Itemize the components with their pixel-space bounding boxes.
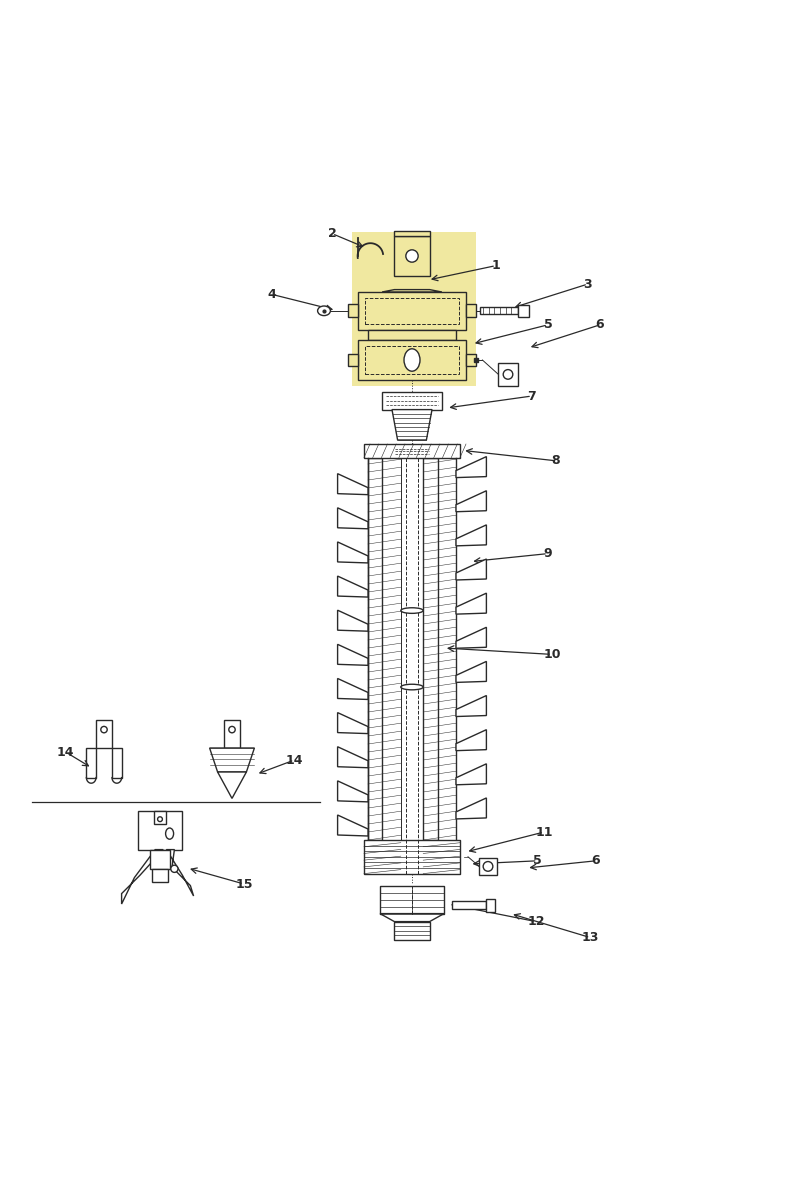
Bar [365,298,459,324]
Ellipse shape [404,349,420,371]
Bar [224,720,240,748]
Text: 14: 14 [286,754,303,767]
Polygon shape [456,730,486,751]
Polygon shape [392,409,432,440]
Text: 7: 7 [528,390,536,402]
Ellipse shape [483,862,493,871]
Polygon shape [338,508,368,529]
Bar [152,869,168,882]
Bar [380,887,444,913]
Polygon shape [338,576,368,598]
Polygon shape [218,772,246,798]
Bar [382,392,442,409]
Polygon shape [338,610,368,631]
Polygon shape [338,474,368,494]
Polygon shape [456,524,486,546]
Polygon shape [456,661,486,683]
Text: 12: 12 [527,916,545,928]
Polygon shape [86,748,96,778]
Text: 1: 1 [492,259,500,272]
Bar [498,362,518,386]
Bar [138,811,182,850]
Ellipse shape [101,726,107,733]
Polygon shape [338,678,368,700]
Text: 11: 11 [535,826,553,839]
Text: 15: 15 [235,877,253,890]
Bar [154,811,166,824]
Bar [466,305,476,317]
Polygon shape [456,456,486,478]
Ellipse shape [406,250,418,262]
Bar [368,330,456,340]
Bar [486,899,495,912]
Polygon shape [166,850,194,896]
Text: 14: 14 [57,745,74,758]
Ellipse shape [166,828,174,839]
Bar [96,720,112,748]
Ellipse shape [401,684,423,690]
Polygon shape [210,748,254,772]
Text: 6: 6 [596,318,604,331]
Text: 9: 9 [544,547,552,560]
Text: 13: 13 [582,931,599,944]
Polygon shape [456,593,486,614]
Bar [480,307,518,314]
Bar [423,457,438,840]
Bar [394,922,430,940]
Polygon shape [338,746,368,768]
Text: 10: 10 [543,648,561,661]
Bar [358,292,466,330]
Polygon shape [456,763,486,785]
Polygon shape [338,781,368,802]
Text: 4: 4 [268,288,276,301]
Bar [518,305,529,317]
Bar [452,901,486,910]
Bar [479,858,497,875]
Polygon shape [338,713,368,733]
Polygon shape [456,559,486,580]
Polygon shape [382,289,442,292]
Text: 5: 5 [534,854,542,868]
Text: 5: 5 [544,318,552,331]
Bar [150,850,170,869]
Bar [352,232,476,385]
Bar [348,354,358,366]
Bar [364,444,460,457]
Text: 6: 6 [592,854,600,868]
Polygon shape [122,850,163,904]
Bar [364,840,460,874]
Bar [394,236,430,276]
Polygon shape [456,628,486,648]
Bar [348,305,358,317]
Bar [365,346,459,374]
Bar [466,354,476,366]
Polygon shape [456,798,486,818]
Polygon shape [338,644,368,665]
Polygon shape [380,913,444,922]
Ellipse shape [503,370,513,379]
Ellipse shape [171,865,178,872]
Text: 8: 8 [552,455,560,467]
Polygon shape [338,815,368,836]
Polygon shape [112,748,122,778]
Polygon shape [456,696,486,716]
Text: 2: 2 [328,227,336,240]
Ellipse shape [401,607,423,613]
Text: 3: 3 [584,277,592,290]
Bar [368,457,382,840]
Polygon shape [456,491,486,511]
Ellipse shape [318,306,330,316]
Bar [358,340,466,380]
Polygon shape [338,542,368,563]
Ellipse shape [229,726,235,733]
Bar [394,232,430,236]
Ellipse shape [158,817,162,822]
